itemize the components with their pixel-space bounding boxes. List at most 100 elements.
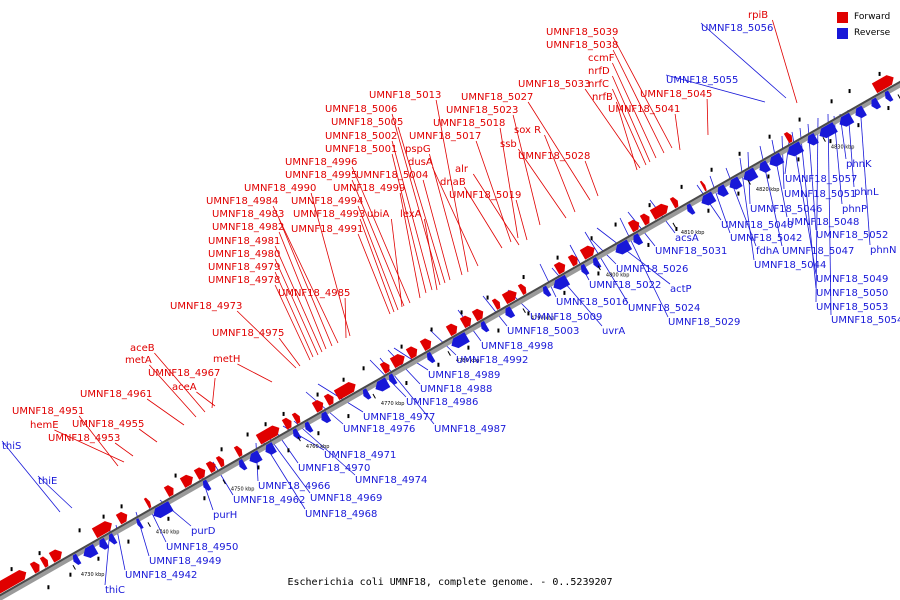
legend-forward-label: Forward <box>854 12 891 22</box>
legend-reverse: Reverse <box>837 25 890 41</box>
reverse-gene-label: uvrA <box>602 326 625 337</box>
forward-leader-line <box>344 297 347 339</box>
forward-gene-label: UMNF18_4955 <box>72 419 144 430</box>
feature-marker <box>648 203 651 208</box>
reverse-leader-line <box>1 440 61 513</box>
reverse-gene-block <box>615 239 633 255</box>
reverse-gene-label: UMNF18_5048 <box>787 217 859 228</box>
reverse-gene-label: UMNF18_4949 <box>149 556 221 567</box>
reverse-gene-label: UMNF18_5046 <box>750 204 822 215</box>
reverse-leader-line <box>827 113 832 316</box>
forward-leader-line <box>674 113 681 151</box>
gene-arrow <box>639 213 650 226</box>
reverse-gene-block <box>884 90 894 102</box>
gene-arrow <box>292 428 302 440</box>
tick-label: 4820 kbp <box>756 187 780 193</box>
forward-gene-block <box>281 417 292 430</box>
reverse-gene-label: UMNF18_4968 <box>305 509 377 520</box>
backbone-line <box>0 80 900 597</box>
forward-gene-block <box>579 245 595 260</box>
reverse-gene-block <box>717 184 729 197</box>
forward-gene-label: UMNF18_5041 <box>608 104 680 115</box>
gene-arrow <box>459 315 472 329</box>
reverse-gene-block <box>304 421 314 433</box>
genome-caption: Escherichia coli UMNF18, complete genome… <box>287 577 613 588</box>
reverse-gene-label: phnK <box>846 159 872 170</box>
forward-gene-block <box>471 308 484 322</box>
forward-gene-label: UMNF18_4981 <box>208 236 280 247</box>
reverse-gene-block <box>321 411 332 424</box>
reverse-gene-block <box>480 320 490 333</box>
forward-leader-line <box>475 140 512 243</box>
feature-marker <box>590 236 593 241</box>
forward-gene-block <box>29 561 40 574</box>
gene-arrow <box>729 176 743 190</box>
gene-arrow <box>193 467 206 480</box>
reverse-gene-block <box>769 152 785 167</box>
reverse-gene-block <box>855 105 867 119</box>
feature-marker <box>47 585 50 590</box>
reverse-gene-label: UMNF18_4942 <box>125 570 197 581</box>
forward-leader-line <box>278 337 301 367</box>
forward-gene-label: UMNF18_4967 <box>148 368 220 379</box>
feature-marker <box>887 106 890 111</box>
feature-marker <box>220 447 223 452</box>
tick-label: 4760 kbp <box>306 444 330 450</box>
gene-arrow <box>311 400 324 413</box>
forward-gene-label: UMNF18_4982 <box>212 222 284 233</box>
legend-forward: Forward <box>837 9 890 25</box>
reverse-leader-line <box>700 22 787 99</box>
gene-arrow <box>0 569 27 597</box>
forward-gene-block <box>419 338 432 351</box>
gene-arrow <box>592 257 602 269</box>
gene-arrow <box>615 239 633 255</box>
feature-marker <box>78 528 81 533</box>
forward-gene-block <box>233 445 243 458</box>
forward-gene-label: rpiB <box>748 10 768 21</box>
forward-leader-line <box>612 75 651 163</box>
reverse-leader-line <box>212 461 234 496</box>
feature-marker <box>878 71 881 76</box>
forward-gene-label: ccmF <box>588 53 615 64</box>
feature-marker <box>522 275 525 280</box>
gene-arrow <box>743 167 759 182</box>
gene-arrow <box>405 346 418 359</box>
reverse-gene-label: phnL <box>854 187 879 198</box>
forward-gene-block <box>323 393 334 406</box>
reverse-leader-line <box>665 74 766 103</box>
forward-leader-line <box>211 377 216 409</box>
reverse-gene-label: UMNF18_5051 <box>784 189 856 200</box>
forward-gene-label: nrfD <box>588 66 610 77</box>
forward-gene-label: UMNF18_5017 <box>409 131 481 142</box>
forward-gene-block <box>179 474 193 488</box>
gene-arrow <box>871 97 882 110</box>
reverse-gene-block <box>292 428 302 440</box>
forward-leader-line <box>391 113 441 286</box>
gene-arrow <box>108 533 118 545</box>
gene-arrow <box>323 393 334 406</box>
reverse-gene-label: purD <box>191 526 216 537</box>
reverse-leader-line <box>596 227 671 285</box>
forward-gene-label: UMNF18_4990 <box>244 183 316 194</box>
forward-gene-block <box>0 569 27 597</box>
forward-gene-label: UMNF18_4975 <box>212 328 284 339</box>
forward-leader-line <box>397 126 446 284</box>
forward-leader-line <box>114 442 134 457</box>
reverse-gene-block <box>633 233 644 246</box>
forward-gene-label: UMNF18_5013 <box>369 90 441 101</box>
forward-gene-label: UMNF18_4973 <box>170 301 242 312</box>
feature-marker <box>675 226 678 231</box>
reverse-gene-block <box>83 544 99 559</box>
reverse-gene-label: UMNF18_5050 <box>816 288 888 299</box>
forward-gene-block <box>255 425 280 445</box>
reverse-gene-block <box>505 306 516 319</box>
gene-arrow <box>205 461 216 474</box>
reverse-gene-label: UMNF18_4986 <box>406 397 478 408</box>
feature-marker <box>647 242 650 247</box>
forward-gene-label: UMNF18_5006 <box>325 104 397 115</box>
forward-leader-line <box>78 415 119 467</box>
gene-arrow <box>238 458 248 471</box>
reverse-gene-label: UMNF18_4950 <box>166 542 238 553</box>
forward-leader-line <box>274 258 319 356</box>
